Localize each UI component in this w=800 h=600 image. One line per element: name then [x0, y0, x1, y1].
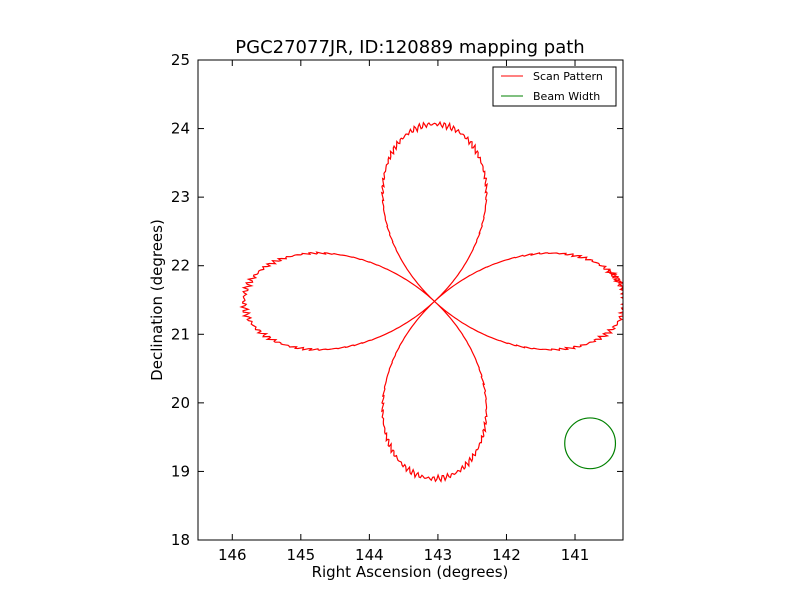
y-tick-label: 19 [171, 462, 190, 480]
plot-frame [197, 59, 624, 541]
scan-pattern-line [239, 120, 623, 483]
y-tick-label: 20 [171, 394, 190, 412]
y-tick-label: 21 [171, 325, 190, 343]
x-tick-label: 142 [492, 546, 521, 564]
y-tick-label: 18 [171, 531, 190, 549]
legend-label-beam-width: Beam Width [533, 90, 600, 103]
x-axis-label: Right Ascension (degrees) [312, 563, 509, 581]
beam-width-circle [564, 417, 617, 470]
y-tick-label: 25 [171, 51, 190, 69]
x-tick-label: 146 [218, 546, 247, 564]
legend: Scan Pattern Beam Width [492, 66, 617, 107]
ticks-layer: 146 145 144 143 142 141 18 19 20 21 22 23 24 25 [171, 51, 623, 564]
x-tick-label: 141 [561, 546, 590, 564]
y-axis-label: Declination (degrees) [148, 219, 166, 381]
y-tick-label: 22 [171, 257, 190, 275]
y-tick-label: 24 [171, 120, 190, 138]
plot-area [198, 60, 623, 540]
chart-title: PGC27077JR, ID:120889 mapping path [235, 37, 584, 58]
legend-box [492, 66, 617, 107]
legend-label-scan-pattern: Scan Pattern [533, 70, 603, 83]
data-layer [239, 120, 623, 483]
x-tick-label: 143 [424, 546, 453, 564]
x-tick-label: 145 [287, 546, 316, 564]
y-tick-label: 23 [171, 188, 190, 206]
x-tick-label: 144 [355, 546, 384, 564]
